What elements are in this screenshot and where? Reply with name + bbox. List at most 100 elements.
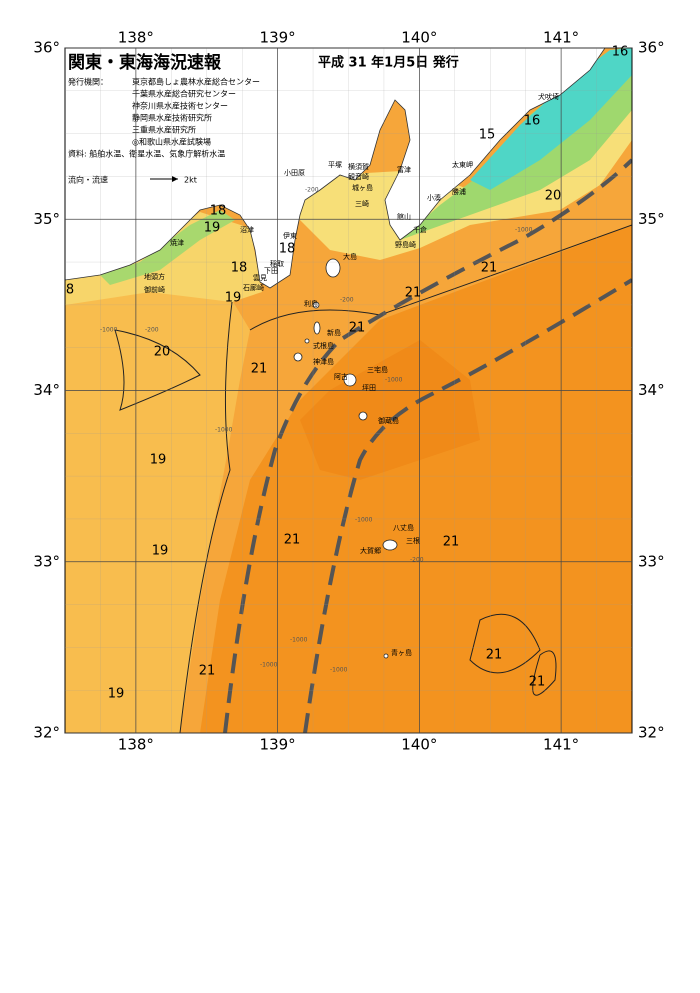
temperature-label: 8 bbox=[66, 283, 74, 298]
lat-label-right: 36° bbox=[638, 39, 665, 57]
place-name: 焼津 bbox=[170, 238, 184, 247]
place-name: 雲見 bbox=[253, 274, 267, 282]
lat-label-right: 32° bbox=[638, 724, 665, 742]
depth-label: -200 bbox=[305, 187, 319, 194]
temperature-label: 20 bbox=[154, 345, 171, 360]
place-name: 野島崎 bbox=[395, 240, 416, 249]
depth-label: -200 bbox=[340, 297, 354, 304]
issuer: ◎和歌山県水産試験場 bbox=[132, 137, 211, 147]
legend-arrowhead bbox=[172, 176, 178, 182]
temperature-label: 19 bbox=[225, 291, 242, 306]
depth-label: -1000 bbox=[290, 637, 308, 644]
lat-label-left: 33° bbox=[33, 552, 60, 570]
temperature-label: 18 bbox=[210, 204, 227, 219]
issuer: 神奈川県水産技術センター bbox=[132, 101, 228, 111]
place-name: 坪田 bbox=[362, 384, 376, 392]
lon-label-top: 141° bbox=[543, 29, 579, 47]
lat-label-right: 33° bbox=[638, 552, 665, 570]
place-name: 御前崎 bbox=[144, 285, 165, 294]
place-name: 神津島 bbox=[313, 357, 334, 366]
temperature-label: 19 bbox=[204, 221, 221, 236]
place-name: 沼津 bbox=[240, 225, 254, 234]
place-name: 御蔵島 bbox=[378, 416, 399, 425]
temperature-label: 18 bbox=[231, 261, 248, 276]
temperature-label: 15 bbox=[479, 128, 496, 143]
depth-label: -1000 bbox=[330, 667, 348, 674]
temperature-label: 21 bbox=[481, 261, 498, 276]
temperature-label: 21 bbox=[486, 648, 503, 663]
place-name: 観音崎 bbox=[348, 172, 369, 181]
temperature-label: 19 bbox=[152, 544, 169, 559]
issuer: 三重県水産研究所 bbox=[132, 125, 196, 135]
lat-label-right: 35° bbox=[638, 210, 665, 228]
lon-label-bottom: 141° bbox=[543, 736, 579, 754]
place-name: 太東岬 bbox=[452, 160, 473, 169]
temperature-label: 21 bbox=[251, 362, 268, 377]
depth-label: -1000 bbox=[215, 427, 233, 434]
lon-label-bottom: 139° bbox=[260, 736, 296, 754]
title: 関東・東海海況速報 bbox=[68, 52, 222, 73]
lat-label-left: 32° bbox=[33, 724, 60, 742]
temperature-label: 21 bbox=[529, 675, 546, 690]
place-name: 富津 bbox=[397, 165, 411, 174]
place-name: 伊東 bbox=[283, 231, 297, 240]
place-name: 三根 bbox=[406, 536, 420, 545]
lat-label-left: 35° bbox=[33, 210, 60, 228]
issuer: 東京都島しょ農林水産総合センター bbox=[132, 77, 260, 87]
issuer-label: 発行機関： bbox=[68, 77, 108, 87]
lon-label-top: 138° bbox=[118, 29, 154, 47]
place-name: 犬吠埼 bbox=[538, 92, 559, 101]
lon-label-top: 139° bbox=[260, 29, 296, 47]
temperature-label: 19 bbox=[150, 453, 167, 468]
issuer: 千葉県水産総合研究センター bbox=[132, 89, 236, 99]
depth-label: -1000 bbox=[100, 327, 118, 334]
depth-label: -1000 bbox=[355, 517, 373, 524]
temperature-label: 21 bbox=[443, 535, 460, 550]
place-name: 小湊 bbox=[427, 193, 441, 202]
lon-label-bottom: 140° bbox=[401, 736, 437, 754]
temperature-label: 21 bbox=[199, 664, 216, 679]
place-name: 大賀郷 bbox=[360, 546, 381, 555]
temperature-label: 19 bbox=[108, 687, 125, 702]
sources: 資料: 船舶水温、衛星水温、気象庁解析水温 bbox=[68, 149, 225, 159]
place-name: 館山 bbox=[397, 212, 411, 221]
place-name: 地頭方 bbox=[144, 272, 165, 281]
depth-label: -1000 bbox=[515, 227, 533, 234]
place-name: 下田 bbox=[264, 267, 278, 275]
temperature-label: 21 bbox=[284, 533, 301, 548]
temperature-label: 21 bbox=[349, 321, 366, 336]
temperature-label: 20 bbox=[545, 189, 562, 204]
place-name: 小田原 bbox=[284, 168, 305, 177]
issuer: 静岡県水産技術研究所 bbox=[132, 113, 212, 123]
place-name: 三宅島 bbox=[367, 365, 388, 374]
issue-date: 平成 31 年1月5日 発行 bbox=[318, 55, 459, 71]
temperature-label: 16 bbox=[524, 114, 541, 129]
place-name: 新島 bbox=[327, 328, 341, 337]
temperature-label: 16 bbox=[612, 45, 629, 60]
place-name: 横須賀 bbox=[348, 162, 369, 171]
temperature-label: 21 bbox=[405, 286, 422, 301]
depth-label: -1000 bbox=[260, 662, 278, 669]
temperature-label: 18 bbox=[279, 242, 296, 257]
lat-label-right: 34° bbox=[638, 381, 665, 399]
place-name: 石廊崎 bbox=[243, 283, 264, 292]
place-name: 稲取 bbox=[270, 259, 284, 268]
depth-label: -200 bbox=[410, 557, 424, 564]
depth-label: -1000 bbox=[385, 377, 403, 384]
place-name: 大島 bbox=[343, 252, 357, 261]
place-name: 千倉 bbox=[413, 225, 427, 234]
lat-label-left: 34° bbox=[33, 381, 60, 399]
legend-scale: 2kt bbox=[184, 176, 197, 185]
place-name: 利島 bbox=[304, 299, 318, 308]
lat-label-left: 36° bbox=[33, 39, 60, 57]
lon-label-bottom: 138° bbox=[118, 736, 154, 754]
place-name: 平塚 bbox=[328, 160, 342, 169]
legend-label: 流向・流速 bbox=[68, 175, 108, 185]
place-name: 三崎 bbox=[355, 199, 369, 208]
depth-label: -200 bbox=[145, 327, 159, 334]
place-name: 城ヶ島 bbox=[352, 183, 373, 192]
place-name: 八丈島 bbox=[393, 523, 414, 532]
place-name: 阿古 bbox=[334, 372, 348, 381]
place-name: 青ヶ島 bbox=[391, 648, 412, 657]
